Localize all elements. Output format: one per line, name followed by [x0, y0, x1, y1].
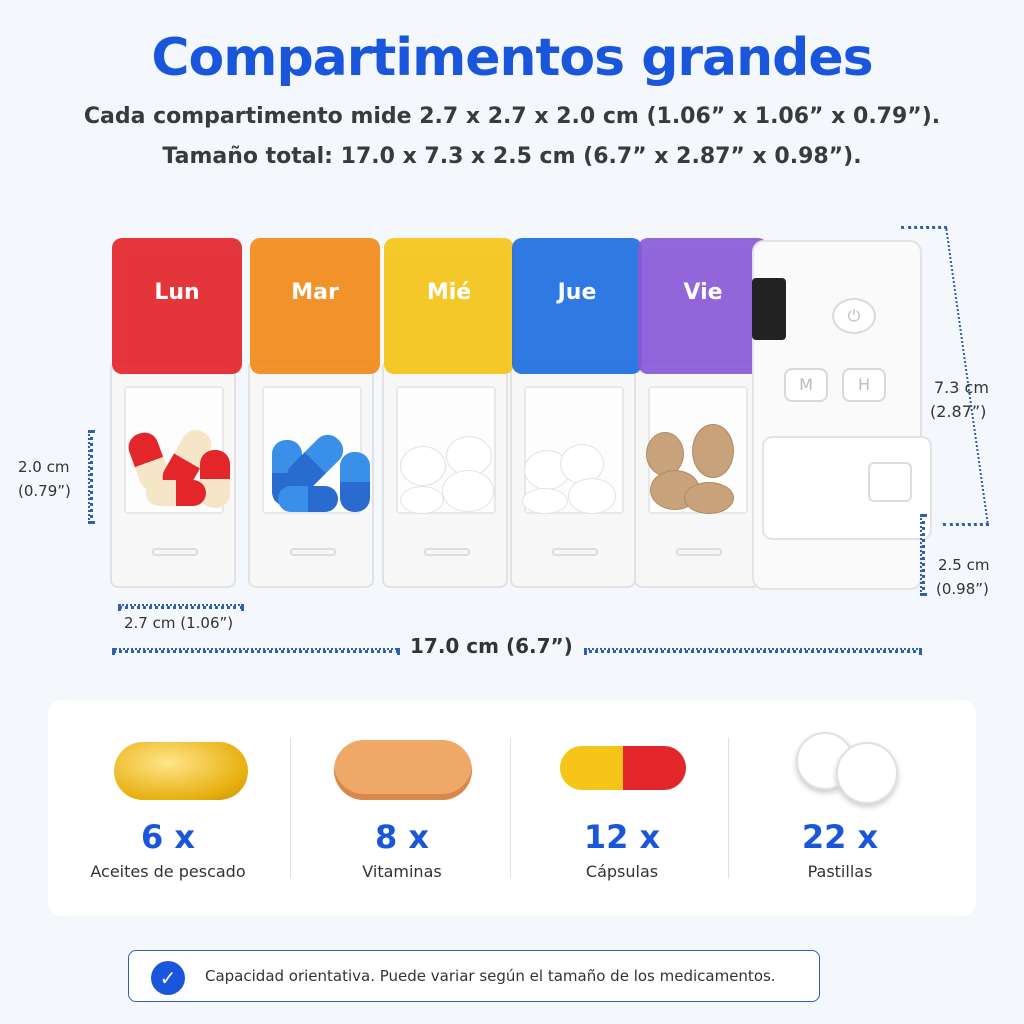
dim-total-length: 17.0 cm (6.7”)	[410, 634, 573, 658]
lid-monday: Lun	[112, 238, 242, 374]
dimension-line-height	[88, 430, 93, 524]
h-button: H	[842, 368, 886, 402]
capacity-item: 8 x Vitaminas	[292, 700, 512, 916]
dim-total-height-cm: 7.3 cm	[934, 378, 989, 397]
dim-depth-cm: 2.5 cm	[938, 556, 990, 574]
capacity-label: Cápsulas	[585, 862, 659, 881]
compartment	[382, 360, 508, 588]
day-label: Mar	[291, 280, 339, 305]
display-screen	[752, 278, 786, 340]
day-label: Jue	[557, 280, 597, 305]
subtitle-compartment-size: Cada compartimento mide 2.7 x 2.7 x 2.0 …	[83, 104, 941, 129]
dim-compartment-width: 2.7 cm (1.06”)	[124, 614, 234, 632]
capacity-count: 22 x	[801, 818, 879, 856]
dim-height-in: (0.79”)	[18, 482, 71, 500]
capacity-card: 6 x Aceites de pescado 8 x Vitaminas 12 …	[48, 700, 976, 916]
dim-total-height-in: (2.87”)	[930, 402, 987, 421]
compartment	[634, 360, 760, 588]
capacity-label: Vitaminas	[362, 862, 442, 881]
capacity-label: Aceites de pescado	[90, 862, 246, 881]
capacity-label: Pastillas	[807, 862, 873, 881]
lid-friday: Vie	[638, 238, 768, 374]
capacity-item: 6 x Aceites de pescado	[58, 700, 278, 916]
check-icon: ✓	[151, 961, 185, 995]
lid-tuesday: Mar	[250, 238, 380, 374]
capacity-item: 12 x Cápsulas	[512, 700, 732, 916]
capacity-count: 8 x	[374, 818, 430, 856]
power-icon: ⏻	[832, 298, 876, 334]
note-text: Capacidad orientativa. Puede variar segú…	[205, 967, 776, 985]
capacity-item: 22 x Pastillas	[730, 700, 950, 916]
fish-oil-capsule-icon	[114, 742, 248, 800]
dimension-line-depth	[920, 514, 925, 596]
day-label: Lun	[154, 280, 200, 305]
capacity-note: ✓ Capacidad orientativa. Puede variar se…	[128, 950, 820, 1002]
day-label: Mié	[426, 280, 472, 305]
subtitle-total-size: Tamaño total: 17.0 x 7.3 x 2.5 cm (6.7” …	[162, 144, 862, 169]
vitamin-tablet-icon	[334, 740, 472, 800]
capacity-count: 6 x	[140, 818, 196, 856]
page-title: Compartimentos grandes	[151, 28, 873, 88]
tray	[762, 436, 932, 540]
lid-thursday: Jue	[512, 238, 642, 374]
dimension-line-length-left	[112, 648, 400, 653]
m-button: M	[784, 368, 828, 402]
dimension-line-width	[118, 604, 244, 609]
capacity-count: 12 x	[583, 818, 661, 856]
dimension-line-length-right	[584, 648, 922, 653]
day-label: Vie	[683, 280, 723, 305]
timer-base-unit: ⏻ M H	[752, 240, 932, 590]
dim-depth-in: (0.98”)	[936, 580, 989, 598]
lid-wednesday: Mié	[384, 238, 514, 374]
dim-height-cm: 2.0 cm	[18, 458, 70, 476]
capsule-icon	[560, 746, 686, 790]
